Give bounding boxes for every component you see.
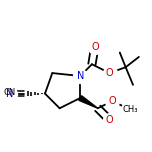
Text: N: N [6, 89, 13, 99]
Text: O: O [91, 42, 99, 52]
Text: N: N [76, 71, 84, 81]
Polygon shape [79, 96, 98, 108]
Text: O: O [106, 115, 113, 125]
Text: O: O [106, 68, 113, 78]
Text: O: O [109, 96, 116, 106]
Text: CN: CN [3, 88, 16, 97]
Text: CH₃: CH₃ [122, 105, 138, 114]
